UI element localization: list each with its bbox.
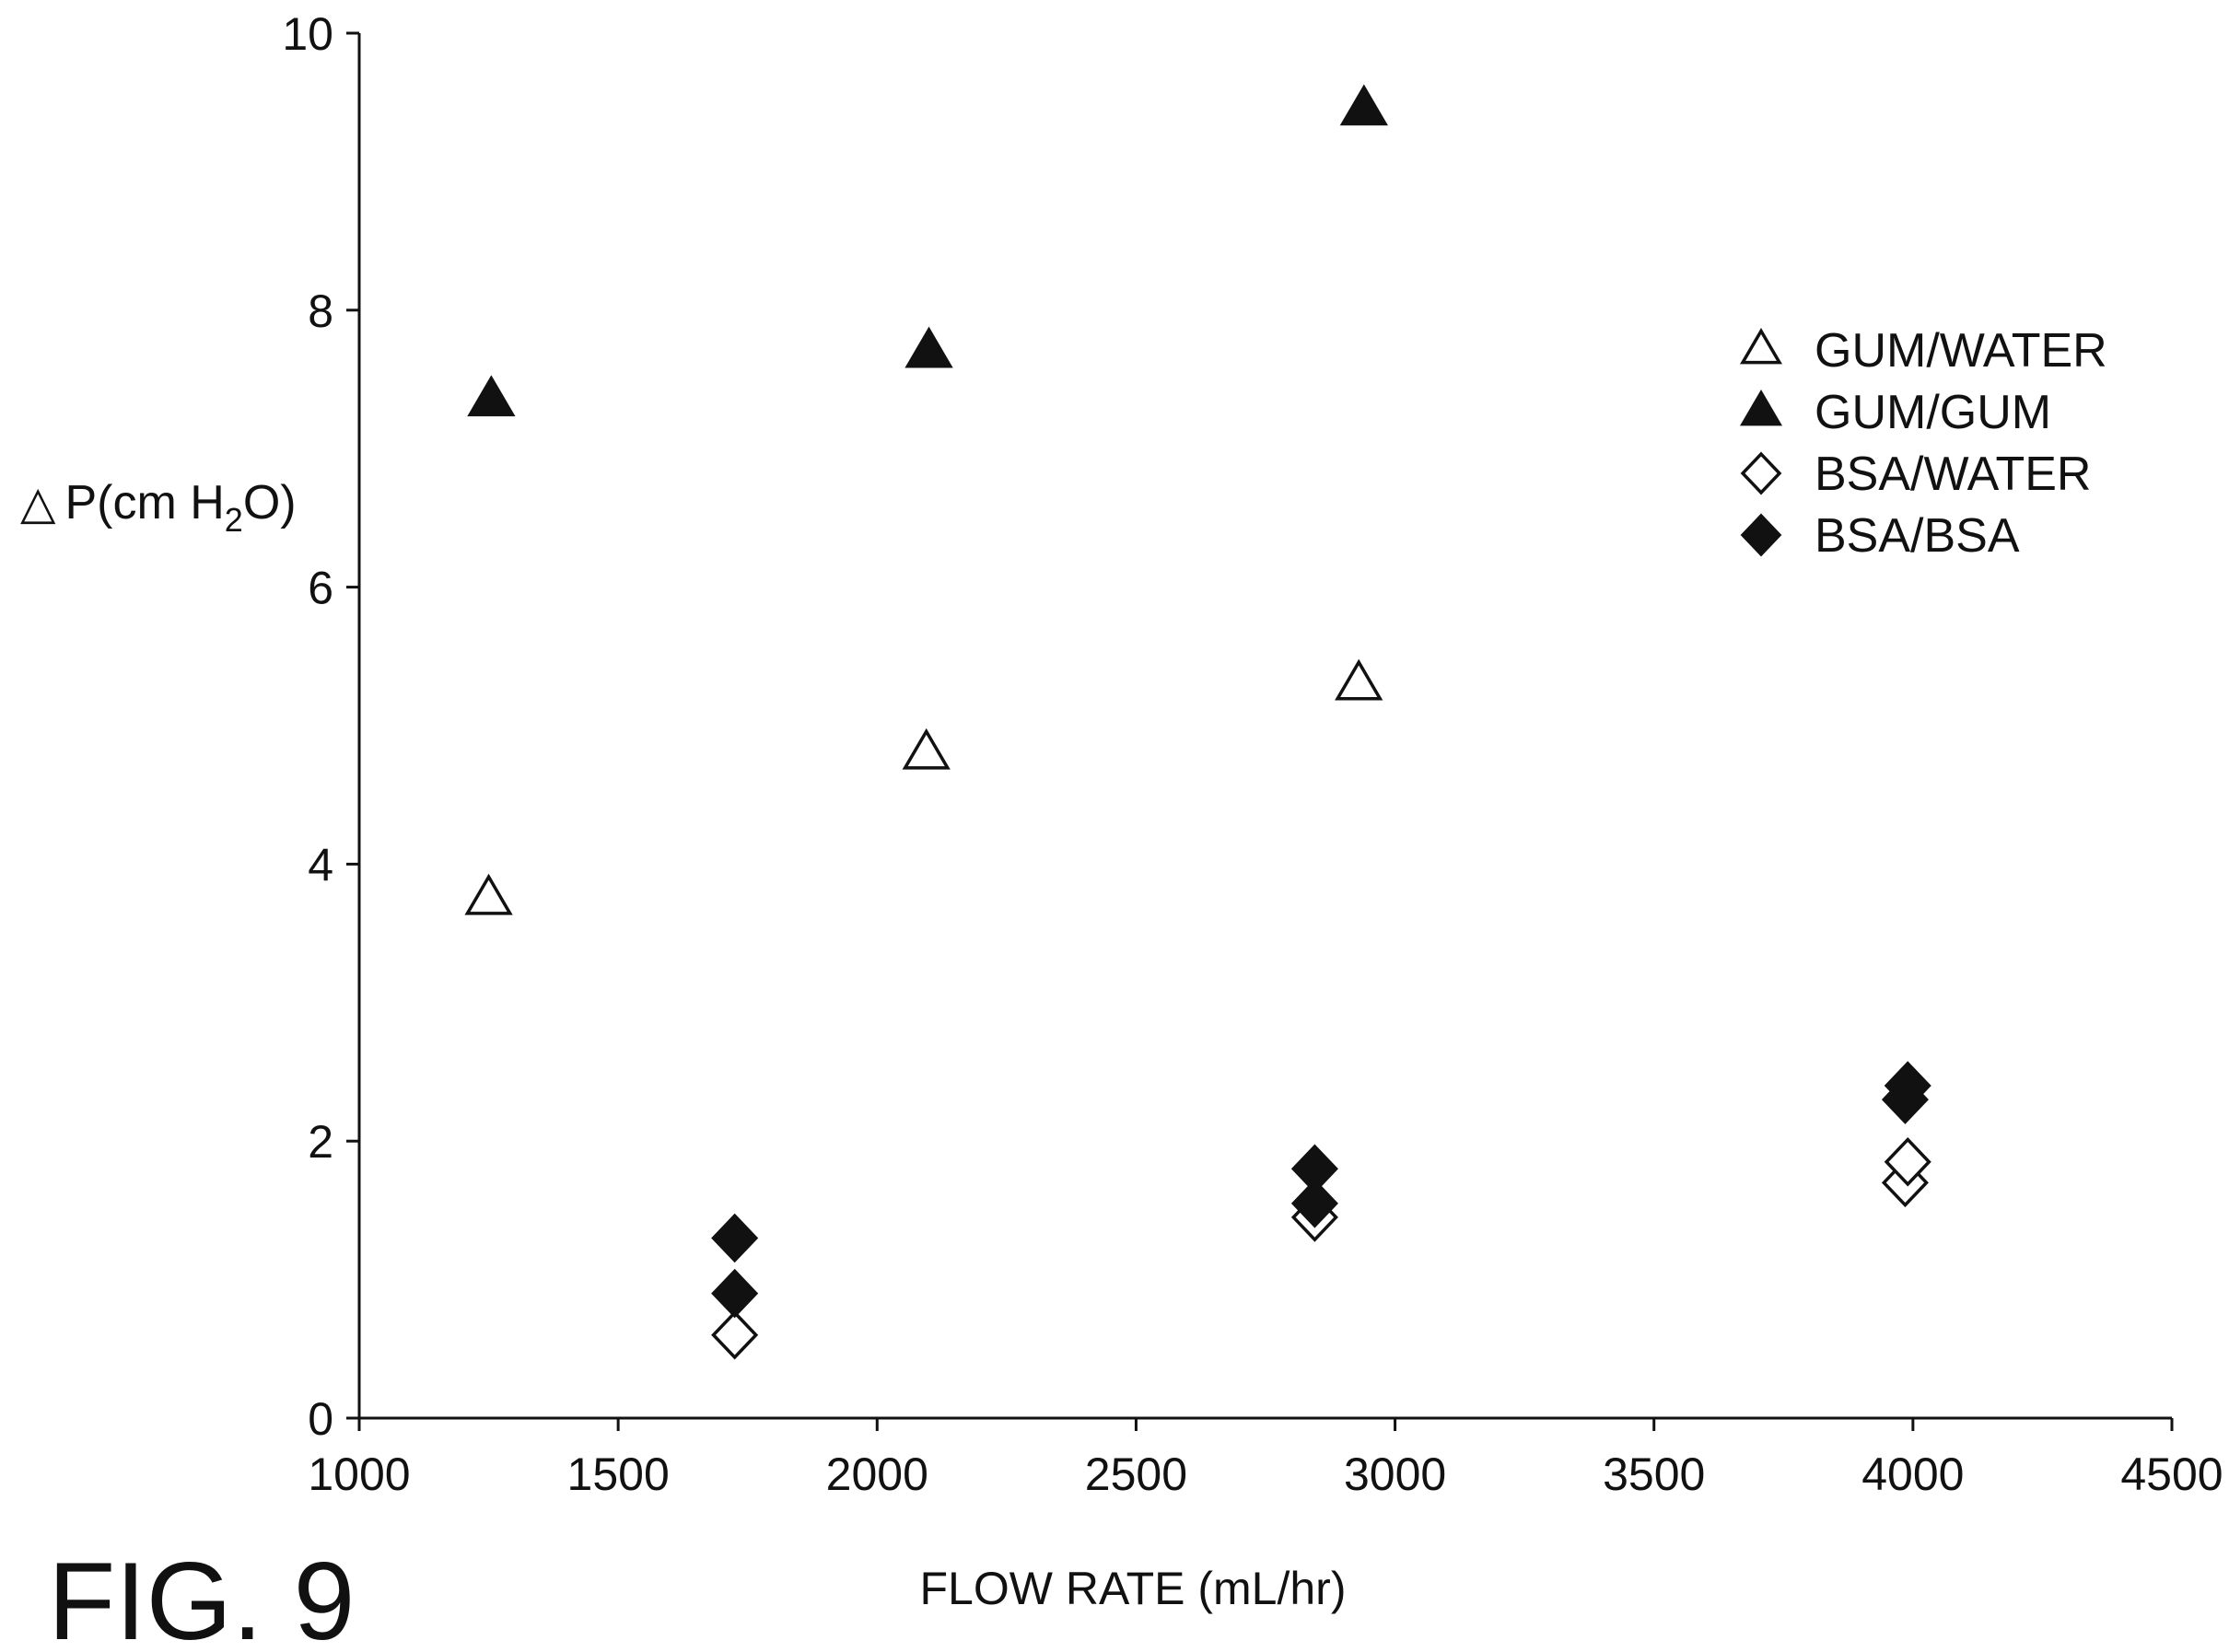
x-tick-label: 4500 (2120, 1448, 2223, 1500)
point-bsa-water (1884, 1136, 1931, 1187)
point-gum-gum (904, 326, 953, 368)
legend-marker-gum-gum (1740, 390, 1782, 426)
y-axis-title: △ P(cm H2O) (20, 476, 297, 539)
legend-marker-bsa-water (1740, 451, 1782, 495)
point-bsa-bsa (711, 1268, 759, 1319)
x-axis-title: FLOW RATE (mL/hr) (920, 1563, 1347, 1614)
point-bsa-bsa (1290, 1144, 1338, 1194)
y-tick-label: 10 (282, 8, 333, 60)
y-axis-title-delta: △ (20, 477, 56, 529)
point-gum-gum (467, 375, 516, 417)
legend: GUM/WATER GUM/GUM BSA/WATER BSA/BSA (1740, 324, 2107, 563)
x-tick-label: 3000 (1344, 1448, 1446, 1500)
point-gum-water (902, 727, 951, 770)
y-tick-label: 2 (308, 1116, 333, 1168)
legend-marker-gum-water (1740, 328, 1782, 365)
point-gum-water (1335, 658, 1383, 701)
y-tick-label: 8 (308, 285, 333, 337)
point-bsa-bsa (1884, 1061, 1931, 1111)
x-tick-label: 3500 (1603, 1448, 1705, 1500)
legend-label-gum-water: GUM/WATER (1815, 324, 2107, 378)
legend-label-bsa-bsa: BSA/BSA (1815, 509, 2020, 563)
x-tick-label: 4000 (1861, 1448, 1964, 1500)
data-marks (464, 84, 1931, 1360)
point-bsa-water (711, 1309, 759, 1360)
y-axis-title-subscript: 2 (225, 501, 243, 539)
x-tick-label: 2500 (1085, 1448, 1187, 1500)
legend-label-bsa-water: BSA/WATER (1815, 448, 2091, 501)
y-tick-label: 4 (308, 839, 333, 890)
legend-marker-bsa-bsa (1740, 513, 1782, 557)
point-bsa-bsa (1290, 1179, 1338, 1228)
figure-label: FIG. 9 (48, 1540, 355, 1652)
axes: 1000 1500 2000 2500 3000 3500 4000 4500 0 2 4 6 8 10 (282, 8, 2223, 1500)
y-axis-title-suffix: O) (243, 476, 297, 529)
x-tick-label: 1500 (567, 1448, 670, 1500)
x-tick-label: 2000 (826, 1448, 928, 1500)
point-gum-water (464, 873, 513, 915)
point-bsa-bsa (711, 1213, 759, 1263)
x-tick-label: 1000 (308, 1448, 410, 1500)
legend-label-gum-gum: GUM/GUM (1815, 386, 2051, 439)
y-axis-title-prefix: P(cm H (64, 476, 224, 529)
y-tick-label: 0 (308, 1393, 333, 1445)
y-tick-label: 6 (308, 563, 333, 614)
point-gum-gum (1339, 84, 1388, 126)
